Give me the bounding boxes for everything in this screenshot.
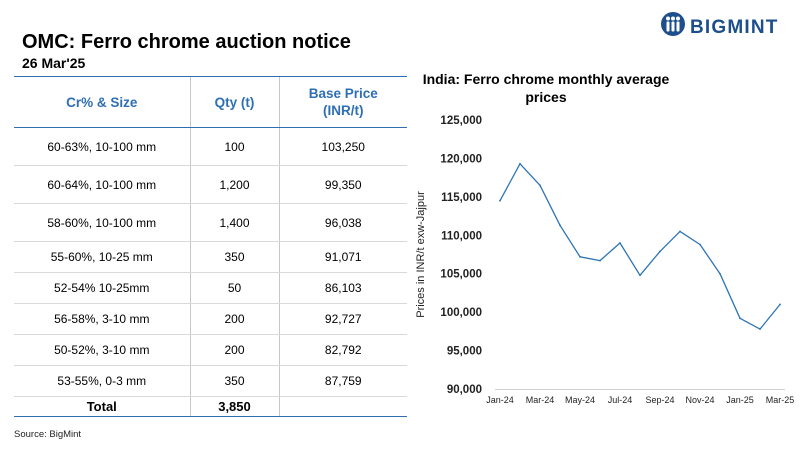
- cell-grade: 55-60%, 10-25 mm: [14, 241, 190, 273]
- y-axis-label: Prices in INR/t exw-Jajpur: [415, 191, 427, 318]
- data-point: [599, 259, 601, 262]
- auction-table: Cr% & Size Qty (t) Base Price (INR/t) 60…: [14, 76, 407, 417]
- cell-qty: 1,200: [189, 165, 279, 204]
- cell-qty: 350: [189, 365, 279, 397]
- bigmint-logo-icon: [661, 12, 685, 36]
- data-point: [619, 242, 621, 244]
- y-tick-label: 90,000: [447, 384, 482, 396]
- logo-text: BIGMINT: [690, 17, 779, 38]
- total-qty: 3,850: [189, 396, 279, 417]
- cell-grade: 56-58%, 3-10 mm: [14, 303, 190, 335]
- y-tick-label: 100,000: [440, 307, 482, 319]
- cell-grade: 53-55%, 0-3 mm: [14, 365, 190, 397]
- table-row: 56-58%, 3-10 mm 200 92,727: [14, 303, 407, 335]
- source-note: Source: BigMint: [14, 429, 82, 440]
- x-tick-label: Jan-24: [486, 395, 514, 405]
- data-point: [699, 243, 701, 246]
- cell-qty: 200: [189, 334, 279, 366]
- data-point: [579, 255, 581, 258]
- x-tick-label: Jan-25: [726, 395, 754, 405]
- page-title: OMC: Ferro chrome auction notice: [22, 31, 351, 53]
- data-point: [559, 224, 561, 227]
- column-header-base-price-text: Base Price (INR/t): [308, 86, 378, 118]
- y-tick-label: 95,000: [447, 346, 482, 358]
- table-row: 55-60%, 10-25 mm 350 91,071: [14, 241, 407, 273]
- data-point: [659, 250, 661, 253]
- cell-price: 92,727: [278, 303, 407, 335]
- table-row: 60-63%, 10-100 mm 100 103,250: [14, 127, 407, 166]
- y-tick-label: 105,000: [440, 269, 482, 281]
- y-tick-label: 125,000: [440, 115, 482, 127]
- cell-price: 96,038: [278, 203, 407, 242]
- cell-grade: 60-64%, 10-100 mm: [14, 165, 190, 204]
- data-point: [759, 328, 761, 330]
- data-point: [519, 162, 521, 165]
- y-tick-label: 115,000: [441, 192, 482, 204]
- total-label: Total: [14, 396, 190, 417]
- cell-grade: 52-54% 10-25mm: [14, 272, 190, 304]
- total-row: Total 3,850: [14, 396, 407, 417]
- column-header-qty: Qty (t): [189, 76, 279, 128]
- price-line-chart: 90,000 95,000 100,000 105,000 110,000 115,000…: [415, 115, 795, 405]
- cell-qty: 1,400: [189, 203, 279, 242]
- x-tick-label: Jul-24: [608, 395, 633, 405]
- price-series-line: [499, 163, 781, 330]
- data-point: [739, 317, 741, 320]
- data-point: [639, 274, 641, 277]
- table-row: 53-55%, 0-3 mm 350 87,759: [14, 365, 407, 397]
- cell-qty: 50: [189, 272, 279, 304]
- x-tick-label: Mar-25: [766, 395, 795, 405]
- data-point: [499, 199, 501, 202]
- cell-qty: 100: [189, 127, 279, 166]
- cell-price: 87,759: [278, 365, 407, 397]
- cell-price: 86,103: [278, 272, 407, 304]
- cell-price: 82,792: [278, 334, 407, 366]
- x-tick-label: Nov-24: [685, 395, 714, 405]
- table-header-row: Cr% & Size Qty (t) Base Price (INR/t): [14, 76, 407, 128]
- notice-date: 26 Mar'25: [22, 55, 86, 71]
- cell-price: 103,250: [278, 127, 407, 166]
- y-tick-label: 120,000: [440, 153, 482, 165]
- data-point: [719, 272, 721, 275]
- cell-grade: 58-60%, 10-100 mm: [14, 203, 190, 242]
- cell-qty: 350: [189, 241, 279, 273]
- table-row: 52-54% 10-25mm 50 86,103: [14, 272, 407, 304]
- cell-qty: 200: [189, 303, 279, 335]
- x-tick-label: May-24: [565, 395, 595, 405]
- cell-grade: 60-63%, 10-100 mm: [14, 127, 190, 166]
- table-row: 50-52%, 3-10 mm 200 82,792: [14, 334, 407, 366]
- cell-price: 91,071: [278, 241, 407, 273]
- table-row: 58-60%, 10-100 mm 1,400 96,038: [14, 203, 407, 242]
- table-row: 60-64%, 10-100 mm 1,200 99,350: [14, 165, 407, 204]
- cell-grade: 50-52%, 3-10 mm: [14, 334, 190, 366]
- x-tick-label: Mar-24: [526, 395, 555, 405]
- chart-title: India: Ferro chrome monthly average pric…: [422, 71, 670, 105]
- total-price: [278, 396, 407, 417]
- data-point: [539, 184, 541, 187]
- x-tick-label: Sep-24: [645, 395, 674, 405]
- data-point: [679, 230, 681, 233]
- bigmint-logo: BIGMINT: [660, 11, 790, 41]
- y-tick-label: 110,000: [441, 230, 482, 242]
- column-header-base-price: Base Price (INR/t): [278, 76, 407, 128]
- column-header-cr-size: Cr% & Size: [14, 76, 190, 128]
- cell-price: 99,350: [278, 165, 407, 204]
- data-point: [779, 303, 781, 306]
